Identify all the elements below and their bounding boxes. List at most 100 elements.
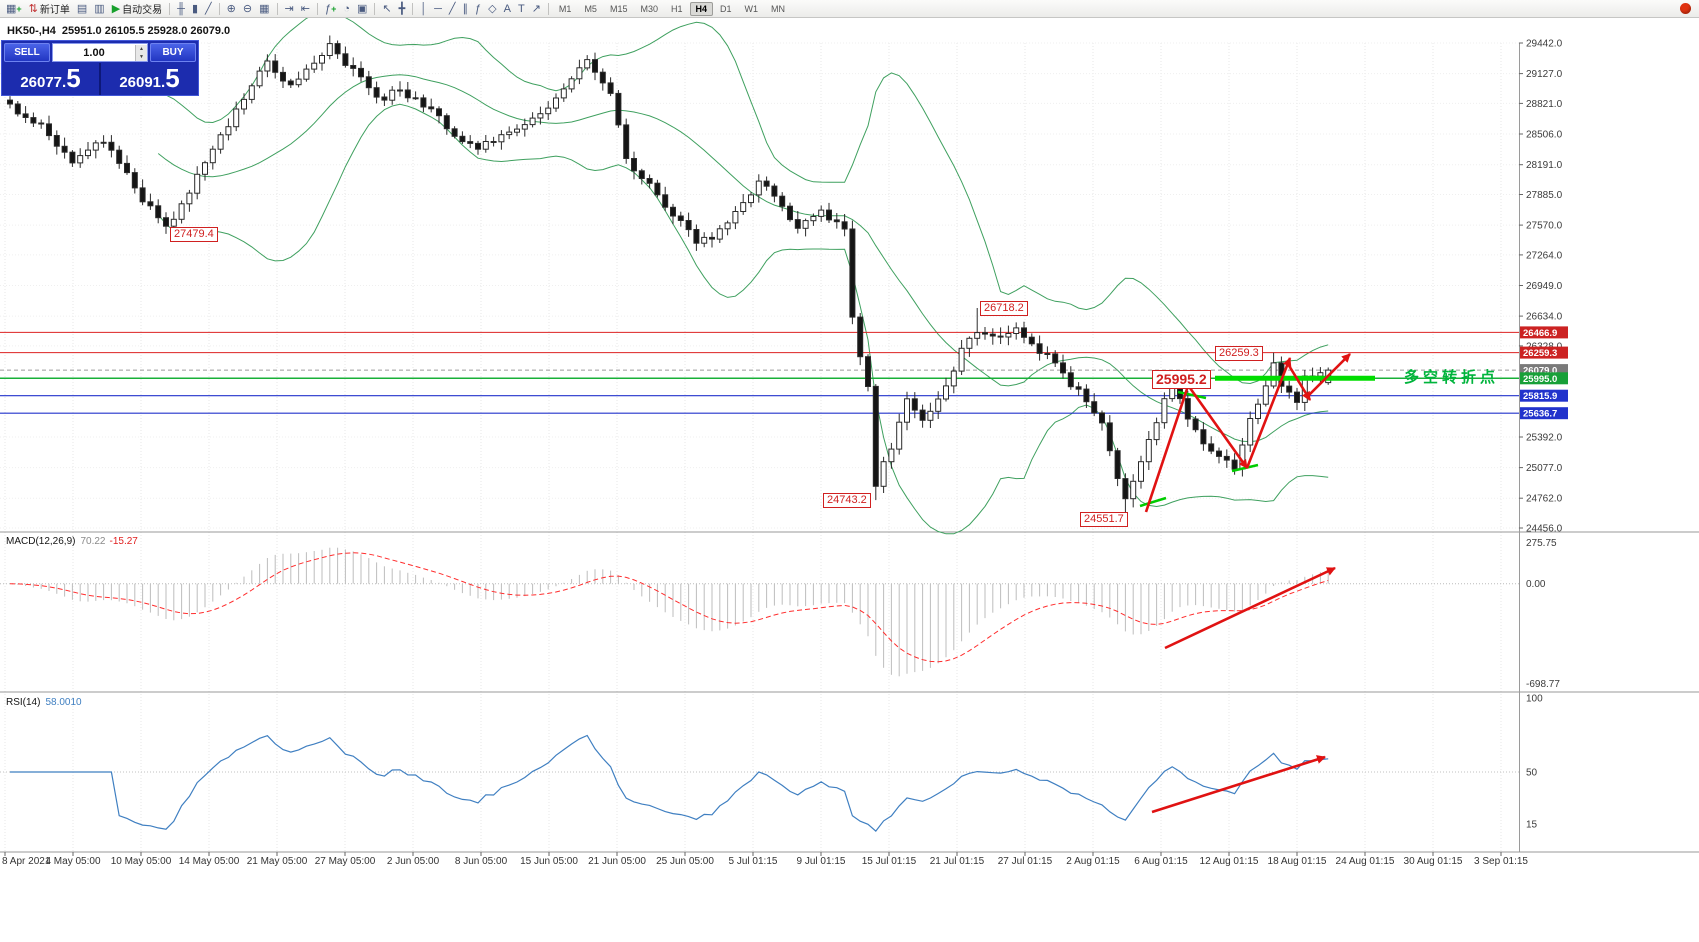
notification-icon[interactable] [1680, 3, 1691, 14]
svg-text:-698.77: -698.77 [1526, 679, 1560, 690]
indicators-button[interactable]: ƒ + [322, 1, 339, 16]
sell-price[interactable]: 26077. 5 [2, 63, 99, 95]
label-tool-button[interactable]: T [515, 1, 528, 16]
svg-text:275.75: 275.75 [1526, 538, 1557, 549]
profiles-button[interactable]: ▤ [74, 1, 90, 16]
periods-button[interactable]: ◔ [340, 1, 353, 16]
volume-down-arrow-icon[interactable]: ▼ [136, 52, 147, 61]
price-annotation-25995.2[interactable]: 25995.2 [1152, 370, 1211, 389]
svg-text:27570.0: 27570.0 [1526, 221, 1563, 232]
timeframe-mn-button[interactable]: MN [771, 3, 786, 14]
svg-text:25392.0: 25392.0 [1526, 433, 1563, 444]
zoom-in-button[interactable]: ⊕ [224, 1, 239, 16]
svg-text:2 Jun 05:00: 2 Jun 05:00 [387, 856, 440, 867]
svg-text:4 May 05:00: 4 May 05:00 [45, 856, 100, 867]
templates-button[interactable]: ▣ [354, 1, 370, 16]
turning-point-annotation[interactable]: 多空转折点 [1404, 369, 1500, 386]
svg-text:27264.0: 27264.0 [1526, 250, 1563, 261]
channel-button[interactable]: ∥ [460, 1, 472, 16]
chart-shift-icon: ⇤ [300, 2, 310, 15]
timeframe-m5-button[interactable]: M5 [584, 3, 597, 14]
svg-text:25 Jun 05:00: 25 Jun 05:00 [656, 856, 714, 867]
buy-price[interactable]: 26091. 5 [101, 63, 198, 95]
svg-text:27885.0: 27885.0 [1526, 190, 1563, 201]
svg-text:24762.0: 24762.0 [1526, 494, 1563, 505]
svg-text:27 Jul 01:15: 27 Jul 01:15 [998, 856, 1053, 867]
svg-text:12 Aug 01:15: 12 Aug 01:15 [1200, 856, 1259, 867]
chart-shift-button[interactable]: ⇤ [298, 1, 313, 16]
bar-chart-mode-button[interactable]: ╫ [174, 1, 188, 16]
price-annotation-24743.2[interactable]: 24743.2 [823, 493, 871, 508]
sell-button[interactable]: SELL [4, 43, 50, 62]
bar-chart-mode-icon: ╫ [177, 2, 185, 15]
timeframe-m1-button[interactable]: M1 [558, 3, 572, 14]
data-window-button[interactable]: ▥ [91, 1, 107, 16]
cursor-button[interactable]: ↖ [379, 1, 394, 16]
toolbar-separator [412, 2, 414, 15]
bollinger-bands [157, 18, 1329, 535]
vertical-line-button[interactable]: │ [417, 1, 430, 16]
zoom-out-button[interactable]: ⊖ [240, 1, 255, 16]
svg-text:18 Aug 01:15: 18 Aug 01:15 [1268, 856, 1327, 867]
volume-spin-buttons: ▲ ▼ [135, 44, 147, 61]
arrow-tools-icon: ↗ [531, 2, 541, 15]
toolbar-separator [169, 2, 171, 15]
horizontal-lines[interactable] [0, 331, 1519, 414]
volume-spinner[interactable]: 1.00 ▲ ▼ [52, 43, 148, 62]
arrow-tools-button[interactable]: ↗ [529, 1, 544, 16]
fibonacci-button[interactable]: ƒ [472, 1, 484, 16]
svg-text:2 Aug 01:15: 2 Aug 01:15 [1066, 856, 1120, 867]
auto-scroll-button[interactable]: ⇥ [282, 1, 297, 16]
templates-icon: ▣ [356, 2, 368, 15]
rsi-label: RSI(14) 58.0010 [6, 697, 82, 708]
svg-text:15 Jun 05:00: 15 Jun 05:00 [520, 856, 578, 867]
svg-text:21 Jun 05:00: 21 Jun 05:00 [588, 856, 646, 867]
timeframe-d1-button[interactable]: D1 [720, 3, 732, 14]
price-annotation-26718.2[interactable]: 26718.2 [980, 301, 1028, 316]
trendline-button[interactable]: ╱ [446, 1, 459, 16]
price-annotation-27479.4[interactable]: 27479.4 [170, 227, 218, 242]
horizontal-line-button[interactable]: ─ [431, 1, 445, 16]
timeframe-h4-button[interactable]: H4 [689, 1, 714, 16]
price-annotation-26259.3[interactable]: 26259.3 [1215, 346, 1263, 361]
new-chart-button[interactable]: ▦ + [3, 1, 25, 16]
svg-text:25995.0: 25995.0 [1523, 374, 1557, 385]
line-chart-mode-button[interactable]: ╱ [202, 1, 215, 16]
main-toolbar: ▦ + ⇅ 新订单 ▤ ▥ ▶ 自动交易 ╫ ▮ ╱ ⊕ ⊖ ▦ ⇥ ⇤ ƒ + ◔ ▣ ↖ ╋ │ ─ ╱ ∥ ƒ ◇ A T ↗ M1 M5… [0, 0, 1699, 18]
svg-text:28191.0: 28191.0 [1526, 160, 1563, 171]
text-tool-button[interactable]: A [501, 1, 514, 16]
green-trend-marks[interactable] [1139, 375, 1375, 508]
zoom-in-icon: ⊕ [226, 2, 236, 15]
label-tool-icon: T [517, 2, 525, 15]
svg-text:26634.0: 26634.0 [1526, 312, 1563, 323]
svg-text:25815.9: 25815.9 [1523, 391, 1557, 402]
new-order-button[interactable]: ⇅ 新订单 [26, 1, 73, 17]
svg-text:26259.3: 26259.3 [1523, 348, 1557, 359]
buy-button[interactable]: BUY [150, 43, 196, 62]
svg-text:28821.0: 28821.0 [1526, 99, 1563, 110]
svg-text:14 May 05:00: 14 May 05:00 [179, 856, 240, 867]
toolbar-separator [547, 2, 549, 15]
timeframe-w1-button[interactable]: W1 [744, 3, 759, 14]
toolbar-separator [276, 2, 278, 15]
volume-up-arrow-icon[interactable]: ▲ [136, 44, 147, 53]
trend-arrows[interactable] [1144, 353, 1351, 513]
chart-area[interactable]: 29442.0 29127.0 28821.0 28506.0 28191.0 27885… [0, 18, 1699, 942]
price-annotation-24551.7[interactable]: 24551.7 [1080, 512, 1128, 527]
autotrading-button[interactable]: ▶ 自动交易 [109, 1, 165, 17]
fibonacci-icon: ƒ [475, 2, 482, 15]
svg-text:3 Sep 01:15: 3 Sep 01:15 [1474, 856, 1528, 867]
crosshair-button[interactable]: ╋ [396, 1, 409, 16]
candlestick-mode-icon: ▮ [191, 2, 199, 15]
timeframe-h1-button[interactable]: H1 [670, 3, 683, 14]
shapes-button[interactable]: ◇ [485, 1, 499, 16]
price-axis[interactable]: 29442.0 29127.0 28821.0 28506.0 28191.0 27885… [1519, 39, 1568, 535]
line-chart-mode-icon: ╱ [205, 2, 212, 15]
periods-icon: ◔ [343, 2, 350, 15]
timeframe-m30-button[interactable]: M30 [640, 3, 658, 14]
timeframe-m15-button[interactable]: M15 [609, 3, 628, 14]
tile-windows-button[interactable]: ▦ [256, 1, 272, 16]
svg-text:100: 100 [1526, 694, 1543, 705]
candlestick-mode-button[interactable]: ▮ [189, 1, 201, 16]
